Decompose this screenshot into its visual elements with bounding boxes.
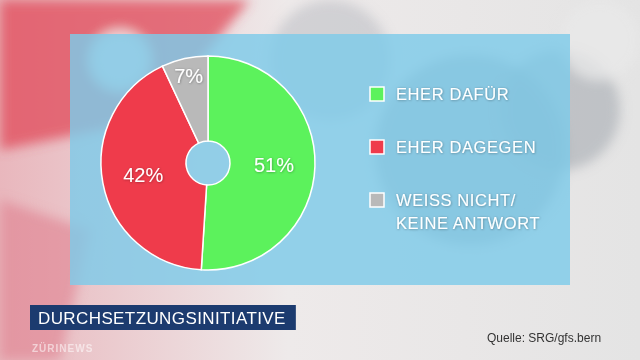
chart-canvas: 51% 42% 7% EHER DAFÜR EHER DAGEGEN WEISS NICH… bbox=[0, 0, 640, 360]
panel bbox=[70, 34, 570, 285]
legend-label: EHER DAFÜR bbox=[396, 85, 509, 103]
legend: EHER DAFÜR EHER DAGEGEN WEISS NICHT/KEINE … bbox=[370, 85, 540, 232]
title-background bbox=[30, 305, 296, 330]
legend-line: EHER DAGEGEN bbox=[396, 138, 536, 156]
slice bbox=[162, 56, 208, 143]
legend-line: WEISS NICHT/ bbox=[396, 191, 516, 209]
background-blur bbox=[0, 0, 640, 360]
brand: ZÜRINEWS bbox=[32, 342, 93, 354]
data-label: 42% bbox=[123, 164, 163, 186]
background bbox=[0, 0, 640, 360]
legend-swatch bbox=[370, 193, 384, 207]
legend-line: KEINE ANTWORT bbox=[396, 214, 540, 232]
slice bbox=[201, 56, 315, 270]
data-label: 7% bbox=[174, 65, 203, 87]
data-label: 51% bbox=[254, 154, 294, 176]
legend-swatch bbox=[370, 140, 384, 154]
pie bbox=[101, 56, 315, 270]
legend-label: EHER DAGEGEN bbox=[396, 138, 536, 156]
legend-line: EHER DAFÜR bbox=[396, 85, 509, 103]
data-labels: 51% 42% 7% bbox=[123, 65, 294, 186]
legend-swatch bbox=[370, 87, 384, 101]
title-box: DURCHSETZUNGSINITIATIVE bbox=[30, 305, 296, 330]
bg-shape bbox=[560, 0, 640, 80]
title: DURCHSETZUNGSINITIATIVE bbox=[38, 309, 286, 328]
source: Quelle: SRG/gfs.bern bbox=[487, 331, 601, 345]
legend-label: WEISS NICHT/KEINE ANTWORT bbox=[396, 191, 540, 232]
